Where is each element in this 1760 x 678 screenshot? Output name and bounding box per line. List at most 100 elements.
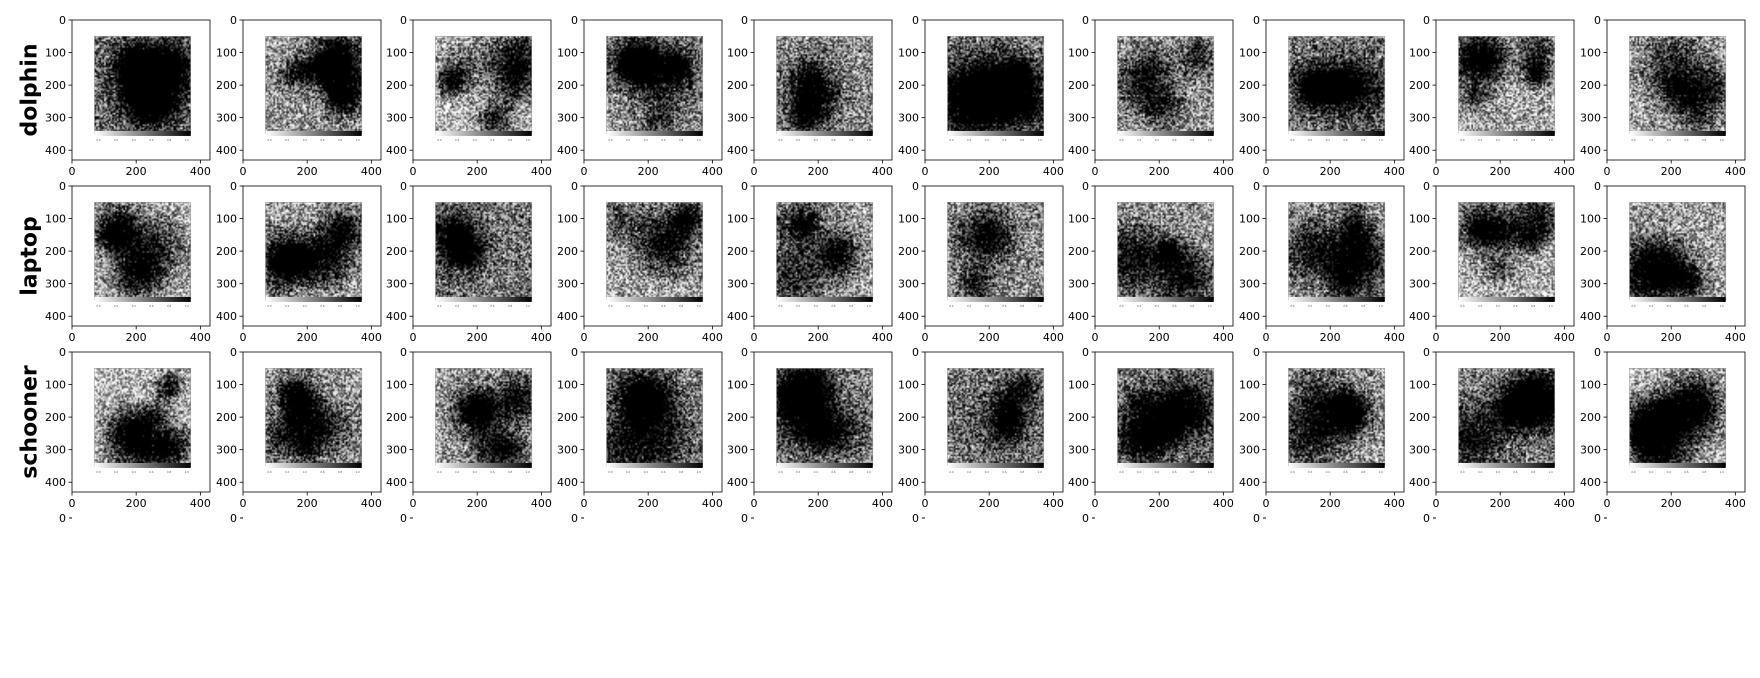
ytick-label: 300 [1409, 278, 1430, 291]
colorbar-tick-label: 0.6 [149, 138, 153, 142]
colorbar-tick-label: 1.0 [1037, 138, 1041, 142]
ytick-label: 200 [1068, 245, 1089, 258]
xtick-label: 400 [531, 165, 552, 178]
colorbar-tick-label: 1.0 [1208, 470, 1212, 474]
xtick-label: 200 [637, 165, 658, 178]
ytick-label: 0 [1594, 346, 1601, 359]
xtick-label: 0 [1433, 165, 1440, 178]
ytick-label: 0 [400, 512, 407, 525]
xtick-label: 400 [1383, 331, 1404, 344]
colorbar-tick-label: 0.4 [473, 138, 477, 142]
colorbar-tick-label: 0.0 [1631, 470, 1635, 474]
ytick-label: 0 [1253, 346, 1260, 359]
ytick-label: 0 [741, 14, 748, 27]
xtick-label: 200 [637, 331, 658, 344]
ytick-label: 400 [898, 310, 919, 323]
xtick-label: 200 [467, 165, 488, 178]
colorbar-tick-label: 0.0 [949, 138, 953, 142]
colorbar-tick-label: 0.0 [778, 138, 782, 142]
colorbar-tick-label: 0.6 [831, 138, 835, 142]
colorbar-tick-label: 1.0 [1037, 304, 1041, 308]
ytick-label: 400 [727, 476, 748, 489]
ytick-label: 0 [1082, 14, 1089, 27]
colorbar-tick-label: 0.6 [831, 304, 835, 308]
colorbar-tick-label: 0.0 [96, 470, 100, 474]
ytick-label: 400 [557, 476, 578, 489]
panel-next-4: 0 [571, 512, 584, 525]
saliency-map-image [435, 368, 532, 466]
colorbar-tick-label: 0.4 [473, 304, 477, 308]
ytick-label: 0 [571, 512, 578, 525]
ytick-label: 100 [1239, 379, 1260, 392]
colorbar-tick-label: 0.4 [1155, 138, 1159, 142]
xtick-label: 0 [69, 331, 76, 344]
colorbar-tick-label: 0.8 [1531, 470, 1535, 474]
ytick-label: 400 [1239, 144, 1260, 157]
colorbar [946, 130, 1044, 136]
colorbar [1117, 130, 1214, 136]
ytick-label: 400 [727, 310, 748, 323]
colorbar-tick-label: 0.4 [1496, 138, 1500, 142]
ytick-label: 100 [1409, 379, 1430, 392]
ytick-label: 300 [557, 278, 578, 291]
ytick-label: 400 [45, 310, 66, 323]
colorbar-tick-label: 0.2 [1308, 138, 1312, 142]
ytick-label: 100 [1409, 47, 1430, 60]
colorbar [776, 130, 873, 136]
colorbar-tick-label: 1.0 [1719, 470, 1723, 474]
ytick-label: 300 [1580, 278, 1601, 291]
colorbar-tick-label: 0.6 [149, 304, 153, 308]
ytick-label: 300 [898, 444, 919, 457]
colorbar-tick-label: 0.8 [508, 138, 512, 142]
ytick-label: 400 [1068, 476, 1089, 489]
xtick-label: 0 [580, 165, 587, 178]
colorbar-tick-label: 0.8 [849, 138, 853, 142]
ytick-label: 100 [1239, 213, 1260, 226]
panel-next-3: 0 [400, 512, 413, 525]
saliency-map-image [605, 36, 703, 134]
ytick-label: 300 [1239, 112, 1260, 125]
saliency-map-image [1458, 36, 1555, 134]
colorbar-tick-label: 1.0 [526, 138, 530, 142]
colorbar-tick-label: 1.0 [355, 304, 359, 308]
ytick-label: 200 [1409, 79, 1430, 92]
colorbar-tick-label: 0.6 [490, 470, 494, 474]
colorbar-tick-label: 0.8 [1190, 138, 1194, 142]
saliency-map-image [1287, 368, 1385, 466]
ytick-label: 200 [727, 79, 748, 92]
colorbar-tick-label: 0.2 [1478, 470, 1482, 474]
panel-next-9: 0 [1423, 512, 1436, 525]
colorbar-tick-label: 1.0 [1549, 304, 1553, 308]
saliency-map-image [94, 368, 191, 466]
xtick-label: 200 [1319, 497, 1340, 510]
xtick-label: 200 [978, 331, 999, 344]
xtick-label: 200 [1490, 165, 1511, 178]
ytick-label: 100 [557, 379, 578, 392]
ytick-label: 0 [1253, 180, 1260, 193]
ytick-label: 300 [898, 112, 919, 125]
colorbar-tick-label: 0.6 [149, 470, 153, 474]
saliency-map-image [776, 368, 873, 466]
colorbar-tick-label: 0.4 [302, 138, 306, 142]
colorbar-tick-label: 0.8 [167, 470, 171, 474]
saliency-map-image [605, 202, 703, 300]
ytick-label: 0 [230, 346, 237, 359]
ytick-label: 200 [216, 411, 237, 424]
saliency-map-image [946, 202, 1044, 300]
ytick-label: 400 [386, 310, 407, 323]
xtick-label: 200 [1490, 497, 1511, 510]
ytick-label: 200 [45, 245, 66, 258]
saliency-map-image [1117, 36, 1214, 134]
xtick-label: 400 [190, 331, 211, 344]
xtick-label: 200 [978, 165, 999, 178]
colorbar-tick-label: 0.4 [814, 138, 818, 142]
xtick-label: 0 [239, 165, 246, 178]
ytick-label: 300 [386, 444, 407, 457]
colorbar-tick-label: 0.0 [1631, 138, 1635, 142]
